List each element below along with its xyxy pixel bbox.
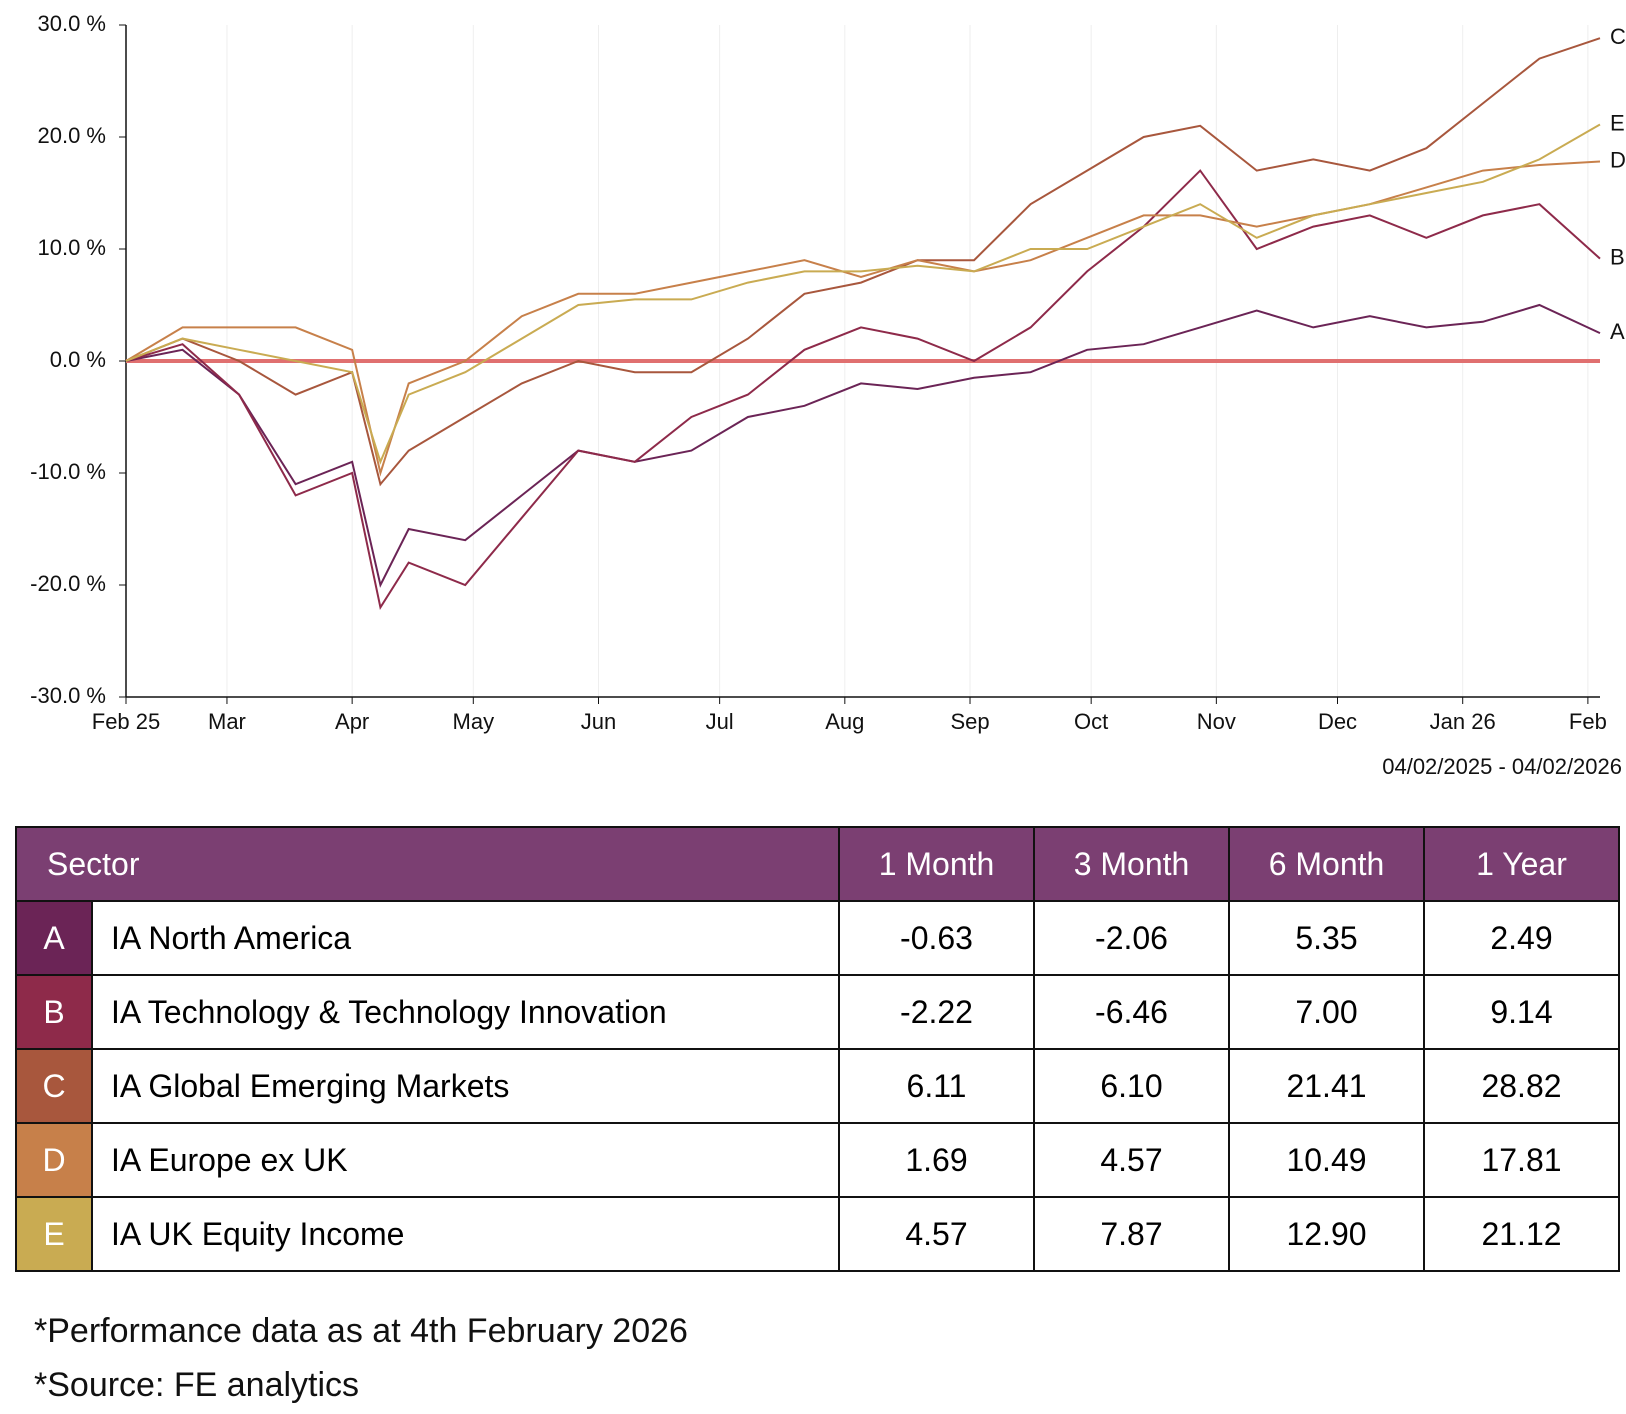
series-label: C [1610,24,1626,49]
table-cell: 28.82 [1423,1048,1620,1124]
y-tick-label: -30.0 % [30,683,106,708]
series-line [125,123,1601,465]
table-cell: 9.14 [1423,974,1620,1050]
x-tick-label: Oct [1074,709,1108,734]
row-letter: C [15,1048,93,1124]
x-tick-label: Feb 25 [92,709,161,734]
series-line [125,169,1601,611]
sector-name: IA Technology & Technology Innovation [91,974,840,1050]
x-tick-label: Sep [950,709,989,734]
x-tick-label: Nov [1197,709,1236,734]
table-cell: 12.90 [1228,1196,1425,1272]
sector-name: IA North America [91,900,840,976]
column-header: 6 Month [1228,826,1425,902]
y-tick-label: 10.0 % [38,235,107,260]
note: *Performance data as at 4th February 202… [34,1312,688,1350]
table-cell: 5.35 [1228,900,1425,976]
table-row: E IA UK Equity Income 4.57 7.87 12.90 21.12 [15,1196,1620,1272]
table-cell: 7.00 [1228,974,1425,1050]
table-cell: 7.87 [1033,1196,1230,1272]
x-tick-label: Jun [581,709,616,734]
series-label: D [1610,147,1626,172]
series-label: E [1610,110,1625,135]
series-label: A [1610,319,1625,344]
column-header: 3 Month [1033,826,1230,902]
y-tick-label: -20.0 % [30,571,106,596]
table-cell: 4.57 [1033,1122,1230,1198]
x-tick-label: Mar [208,709,246,734]
x-tick-label: Jan 26 [1430,709,1496,734]
table-cell: 6.10 [1033,1048,1230,1124]
series-line [125,37,1601,487]
y-tick-label: 20.0 % [38,123,107,148]
column-header: 1 Year [1423,826,1620,902]
table-cell: 4.57 [838,1196,1035,1272]
y-tick-label: 0.0 % [50,347,106,372]
column-header: Sector [15,826,840,902]
table-cell: -6.46 [1033,974,1230,1050]
row-letter: B [15,974,93,1050]
table-cell: 10.49 [1228,1122,1425,1198]
table-cell: 2.49 [1423,900,1620,976]
series-label: B [1610,244,1625,269]
row-letter: E [15,1196,93,1272]
table-row: D IA Europe ex UK 1.69 4.57 10.49 17.81 [15,1122,1620,1198]
performance-table: Sector 1 Month 3 Month 6 Month 1 Year A IA Nor… [15,826,1620,1272]
sector-name: IA Global Emerging Markets [91,1048,840,1124]
x-tick-label: Dec [1318,709,1357,734]
table-cell: 21.12 [1423,1196,1620,1272]
y-tick-label: -10.0 % [30,459,106,484]
note: *Source: FE analytics [34,1366,360,1404]
table-cell: -2.22 [838,974,1035,1050]
sector-name: IA UK Equity Income [91,1196,840,1272]
x-tick-label: May [453,709,495,734]
table-row: B IA Technology & Technology Innovation -2… [15,974,1620,1050]
table-cell: 6.11 [838,1048,1035,1124]
row-letter: D [15,1122,93,1198]
column-header: 1 Month [838,826,1035,902]
chart: 04/02/2025 - 04/02/2026 Feb 25 Mar Apr May J… [30,11,1626,779]
table-row: A IA North America -0.63 -2.06 5.35 2.49 [15,900,1620,976]
sector-name: IA Europe ex UK [91,1122,840,1198]
x-tick-label: Feb [1569,709,1607,734]
header-row: Sector 1 Month 3 Month 6 Month 1 Year [15,826,1620,902]
y-tick-label: 30.0 % [38,11,107,36]
table-cell: -0.63 [838,900,1035,976]
x-tick-label: Jul [706,709,734,734]
table-cell: 21.41 [1228,1048,1425,1124]
table-cell: -2.06 [1033,900,1230,976]
table-cell: 1.69 [838,1122,1035,1198]
table-row: C IA Global Emerging Markets 6.11 6.10 21.41… [15,1048,1620,1124]
row-letter: A [15,900,93,976]
x-tick-label: Aug [825,709,864,734]
table-cell: 17.81 [1423,1122,1620,1198]
date-range: 04/02/2025 - 04/02/2026 [1382,754,1622,779]
x-tick-label: Apr [335,709,369,734]
series-line [125,303,1601,588]
